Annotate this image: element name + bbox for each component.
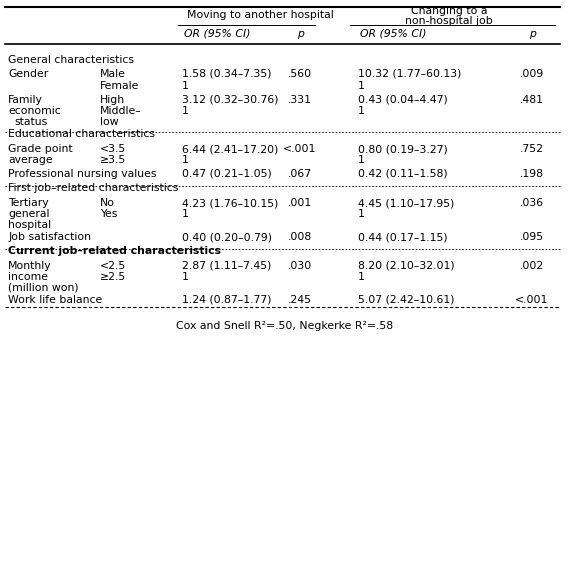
Text: <2.5: <2.5 [100, 261, 126, 271]
Text: No: No [100, 198, 115, 208]
Text: non-hospital job: non-hospital job [405, 16, 493, 26]
Text: hospital: hospital [8, 220, 51, 230]
Text: 4.23 (1.76–10.15): 4.23 (1.76–10.15) [182, 198, 278, 208]
Text: Yes: Yes [100, 209, 117, 219]
Text: .481: .481 [520, 95, 544, 105]
Text: .245: .245 [288, 295, 312, 305]
Text: 10.32 (1.77–60.13): 10.32 (1.77–60.13) [358, 69, 461, 79]
Text: ≥3.5: ≥3.5 [100, 155, 126, 165]
Text: p: p [528, 29, 535, 39]
Text: 1: 1 [358, 155, 365, 165]
Text: General characteristics: General characteristics [8, 55, 134, 65]
Text: Grade point: Grade point [8, 144, 72, 154]
Text: Job satisfaction: Job satisfaction [8, 232, 91, 242]
Text: 1.58 (0.34–7.35): 1.58 (0.34–7.35) [182, 69, 271, 79]
Text: .560: .560 [288, 69, 312, 79]
Text: .331: .331 [288, 95, 312, 105]
Text: 1: 1 [358, 272, 365, 282]
Text: 1: 1 [182, 272, 189, 282]
Text: 0.47 (0.21–1.05): 0.47 (0.21–1.05) [182, 169, 272, 179]
Text: 0.40 (0.20–0.79): 0.40 (0.20–0.79) [182, 232, 272, 242]
Text: 1: 1 [358, 209, 365, 219]
Text: .198: .198 [520, 169, 544, 179]
Text: Gender: Gender [8, 69, 48, 79]
Text: <3.5: <3.5 [100, 144, 126, 154]
Text: 1: 1 [182, 155, 189, 165]
Text: Female: Female [100, 81, 140, 91]
Text: 1.24 (0.87–1.77): 1.24 (0.87–1.77) [182, 295, 271, 305]
Text: 0.42 (0.11–1.58): 0.42 (0.11–1.58) [358, 169, 447, 179]
Text: Current job–related characteristics: Current job–related characteristics [8, 246, 221, 256]
Text: Educational characteristics: Educational characteristics [8, 129, 155, 139]
Text: p: p [296, 29, 303, 39]
Text: (million won): (million won) [8, 283, 79, 293]
Text: Professional nursing values: Professional nursing values [8, 169, 157, 179]
Text: First job–related characteristics: First job–related characteristics [8, 183, 178, 193]
Text: Male: Male [100, 69, 126, 79]
Text: Monthly: Monthly [8, 261, 52, 271]
Text: income: income [8, 272, 48, 282]
Text: .036: .036 [520, 198, 544, 208]
Text: ≥2.5: ≥2.5 [100, 272, 126, 282]
Text: Cox and Snell R²=.50, Negkerke R²=.58: Cox and Snell R²=.50, Negkerke R²=.58 [177, 321, 393, 331]
Text: Changing to a: Changing to a [411, 6, 487, 16]
Text: Middle–: Middle– [100, 106, 142, 116]
Text: .752: .752 [520, 144, 544, 154]
Text: <.001: <.001 [283, 144, 317, 154]
Text: .002: .002 [520, 261, 544, 271]
Text: 8.20 (2.10–32.01): 8.20 (2.10–32.01) [358, 261, 455, 271]
Text: 0.80 (0.19–3.27): 0.80 (0.19–3.27) [358, 144, 448, 154]
Text: .067: .067 [288, 169, 312, 179]
Text: 0.44 (0.17–1.15): 0.44 (0.17–1.15) [358, 232, 447, 242]
Text: 2.87 (1.11–7.45): 2.87 (1.11–7.45) [182, 261, 271, 271]
Text: 1: 1 [358, 106, 365, 116]
Text: .095: .095 [520, 232, 544, 242]
Text: 5.07 (2.42–10.61): 5.07 (2.42–10.61) [358, 295, 454, 305]
Text: .008: .008 [288, 232, 312, 242]
Text: High: High [100, 95, 125, 105]
Text: 6.44 (2.41–17.20): 6.44 (2.41–17.20) [182, 144, 278, 154]
Text: <.001: <.001 [515, 295, 549, 305]
Text: 4.45 (1.10–17.95): 4.45 (1.10–17.95) [358, 198, 454, 208]
Text: status: status [14, 117, 47, 127]
Text: 1: 1 [182, 81, 189, 91]
Text: 3.12 (0.32–30.76): 3.12 (0.32–30.76) [182, 95, 279, 105]
Text: OR (95% CI): OR (95% CI) [184, 29, 250, 39]
Text: average: average [8, 155, 52, 165]
Text: 0.43 (0.04–4.47): 0.43 (0.04–4.47) [358, 95, 448, 105]
Text: 1: 1 [358, 81, 365, 91]
Text: Moving to another hospital: Moving to another hospital [186, 10, 333, 20]
Text: economic: economic [8, 106, 61, 116]
Text: .001: .001 [288, 198, 312, 208]
Text: general: general [8, 209, 50, 219]
Text: Tertiary: Tertiary [8, 198, 48, 208]
Text: .009: .009 [520, 69, 544, 79]
Text: low: low [100, 117, 119, 127]
Text: Work life balance: Work life balance [8, 295, 102, 305]
Text: Family: Family [8, 95, 43, 105]
Text: OR (95% CI): OR (95% CI) [360, 29, 426, 39]
Text: 1: 1 [182, 209, 189, 219]
Text: .030: .030 [288, 261, 312, 271]
Text: 1: 1 [182, 106, 189, 116]
